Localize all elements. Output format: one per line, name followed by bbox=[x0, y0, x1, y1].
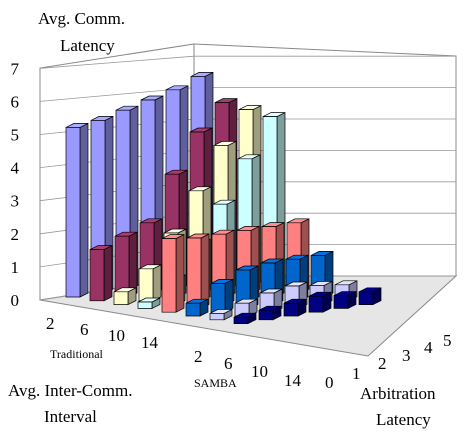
bar-samba-2-arb-0 bbox=[161, 234, 185, 313]
z-tick-label: 2 bbox=[11, 225, 20, 244]
x-axis-title-line1: Avg. Inter-Comm. bbox=[8, 381, 133, 400]
bar-front bbox=[137, 301, 153, 309]
bar-samba-14-arb-1 bbox=[258, 305, 282, 321]
bar-front bbox=[65, 127, 81, 298]
y-tick-0: 0 bbox=[325, 373, 334, 392]
bar-samba-10-arb-1 bbox=[234, 298, 258, 317]
bar-front bbox=[161, 238, 177, 313]
bar-front bbox=[233, 316, 249, 324]
bar-front bbox=[185, 302, 201, 317]
z-tick-label: 6 bbox=[11, 92, 20, 111]
z-tick-label: 0 bbox=[11, 291, 20, 310]
x-tick-samba-6: 6 bbox=[224, 354, 233, 373]
x-tick-trad-6: 6 bbox=[80, 320, 89, 339]
bar-side bbox=[128, 231, 138, 298]
bar-front bbox=[283, 302, 299, 317]
y-tick-4: 4 bbox=[424, 338, 433, 357]
x-tick-trad-10: 10 bbox=[108, 326, 125, 345]
bar-samba-14-arb-4 bbox=[333, 291, 357, 309]
bar-front bbox=[209, 313, 225, 321]
bar-traditional-10-arb-0 bbox=[113, 287, 137, 306]
bar-traditional-14-arb-0 bbox=[137, 297, 161, 309]
y-tick-1: 1 bbox=[352, 364, 361, 383]
x-axis-title-line2: Interval bbox=[44, 407, 97, 426]
y-tick-5: 5 bbox=[443, 331, 452, 350]
group-label-traditional: Traditional bbox=[50, 347, 103, 361]
bar-samba-10-arb-0 bbox=[209, 308, 233, 321]
bar-side bbox=[175, 234, 185, 313]
bar-front bbox=[138, 268, 154, 302]
z-axis-ticks: 0 1 2 3 4 5 6 7 bbox=[11, 59, 20, 310]
bar-front bbox=[258, 309, 274, 321]
bar-front bbox=[308, 295, 324, 313]
y-tick-2: 2 bbox=[378, 354, 387, 373]
z-tick-label: 4 bbox=[11, 159, 20, 178]
bar-samba-6-arb-2 bbox=[235, 265, 259, 309]
bar-front bbox=[113, 291, 129, 305]
bar-front bbox=[210, 283, 226, 313]
z-axis-title-line1: Avg. Comm. bbox=[38, 9, 126, 28]
bar-samba-14-arb-2 bbox=[283, 298, 307, 317]
bar-front bbox=[358, 291, 374, 305]
bar-traditional-6-arb-0 bbox=[89, 245, 113, 302]
bar-front bbox=[186, 237, 202, 309]
bar-samba-6-arb-0 bbox=[185, 298, 209, 317]
bar-side bbox=[200, 233, 210, 309]
bar-traditional-2-arb-0 bbox=[65, 122, 89, 298]
bar-traditional-10-arb-1 bbox=[138, 264, 162, 302]
bar-samba-14-arb-3 bbox=[308, 291, 332, 313]
bar-side bbox=[224, 278, 234, 313]
x-tick-samba-10: 10 bbox=[251, 362, 268, 381]
z-tick-label: 7 bbox=[11, 59, 20, 78]
bar-samba-14-arb-5 bbox=[358, 287, 382, 306]
bar-side bbox=[152, 264, 162, 302]
group-label-samba: SAMBA bbox=[194, 376, 237, 390]
bar-front bbox=[89, 249, 105, 302]
x-tick-samba-2: 2 bbox=[194, 347, 203, 366]
y-axis-title-line2: Latency bbox=[376, 410, 431, 429]
z-axis-title-line2: Latency bbox=[60, 36, 115, 55]
bar-side bbox=[103, 245, 113, 302]
x-tick-trad-2: 2 bbox=[46, 314, 55, 333]
z-tick-label: 1 bbox=[11, 258, 20, 277]
x-tick-samba-14: 14 bbox=[284, 371, 301, 390]
x-tick-trad-14: 14 bbox=[141, 333, 158, 352]
y-tick-3: 3 bbox=[402, 346, 411, 365]
gridline bbox=[39, 55, 456, 69]
bar-side bbox=[79, 122, 89, 298]
bars bbox=[65, 71, 382, 325]
bar-front bbox=[333, 295, 349, 309]
z-tick-label: 5 bbox=[11, 126, 20, 145]
y-axis-title-line1: Arbitration bbox=[360, 384, 436, 403]
bar-samba-6-arb-1 bbox=[210, 278, 234, 313]
z-tick-label: 3 bbox=[11, 192, 20, 211]
bar-samba-2-arb-1 bbox=[186, 233, 210, 309]
bar-samba-14-arb-0 bbox=[233, 312, 257, 325]
bar-traditional-6-arb-1 bbox=[114, 231, 138, 298]
